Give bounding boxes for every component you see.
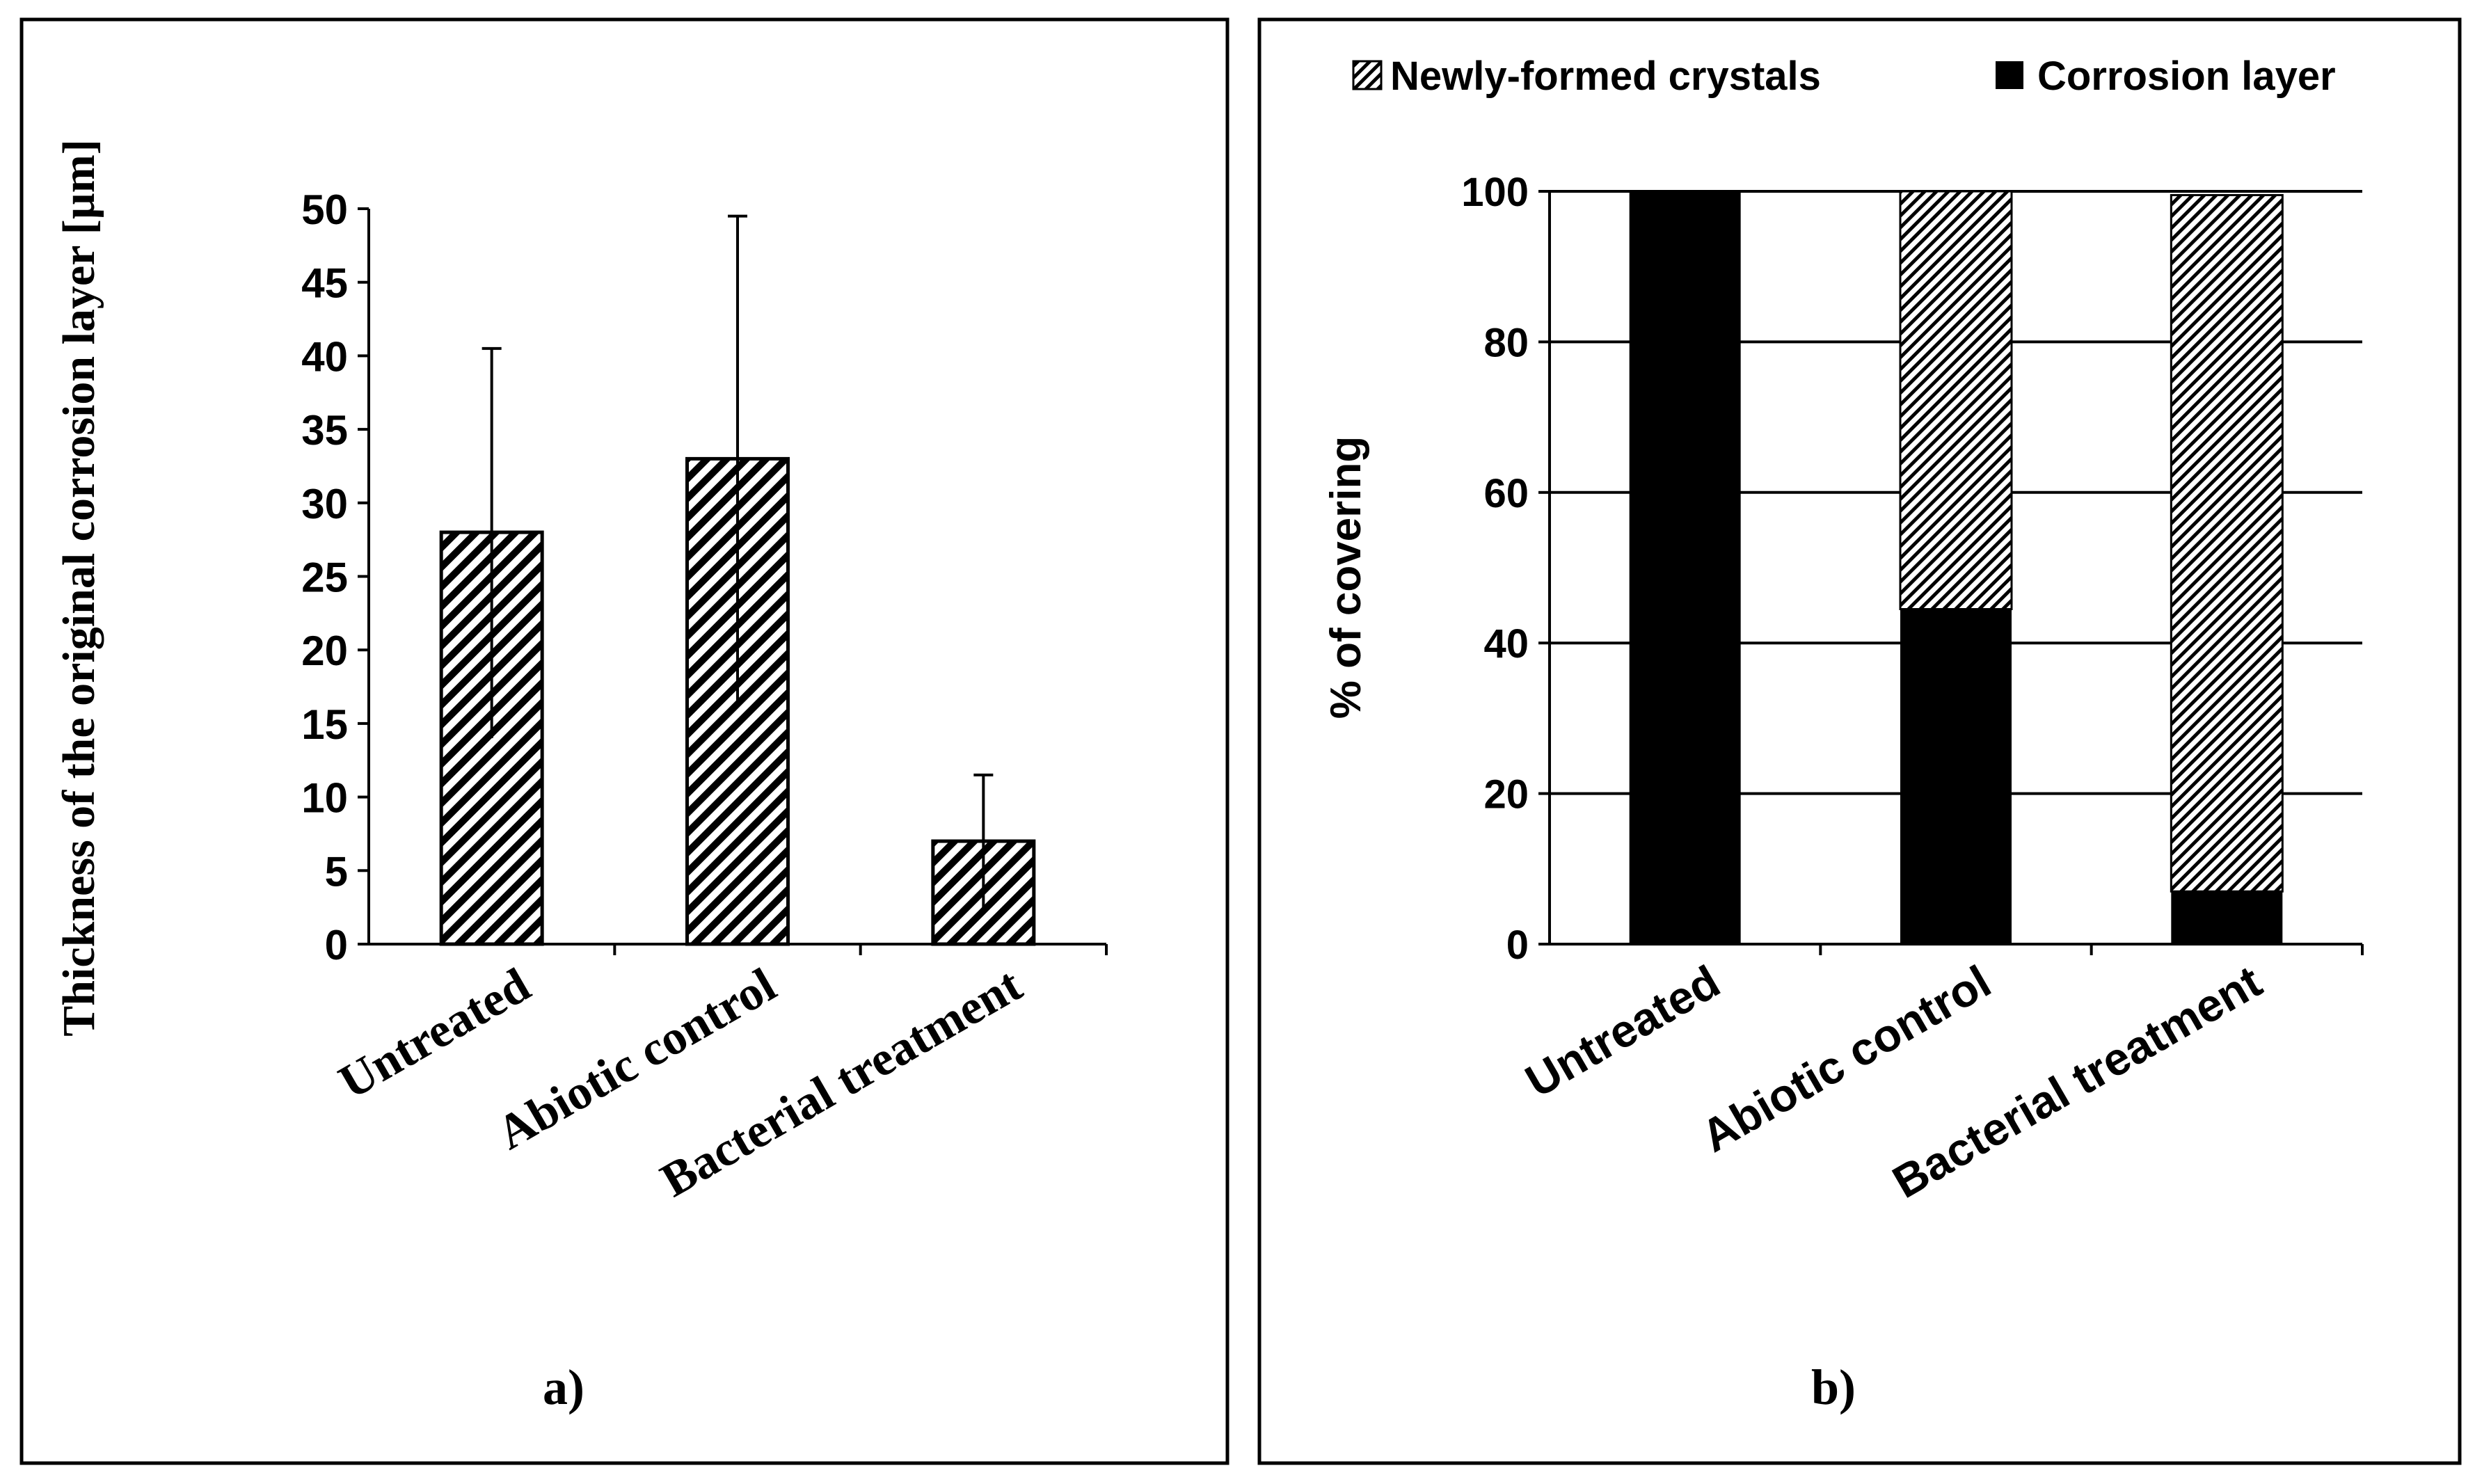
chart-a-y-tick-label: 0 [325,922,348,968]
chart-b-y-tick-label: 20 [1483,772,1529,817]
chart-b: Newly-formed crystals Corrosion layer % … [1322,54,2364,1415]
chart-a-ylabel: Thickness of the original corrosion laye… [54,139,104,1037]
panel-a-frame [19,17,1229,1465]
chart-b-panel-label: b) [1811,1359,1856,1415]
chart-b-y-tick-label: 60 [1483,471,1529,516]
chart-b-y-ticks: 0 20 40 60 80 100 [1461,170,2364,968]
chart-b-legend: Newly-formed crystals Corrosion layer [1352,54,2336,99]
chart-a-y-tick-label: 25 [301,554,348,601]
legend-swatch-corrosion-layer [1996,61,2023,89]
chart-a-y-tick-label: 40 [301,333,348,380]
chart-a-y-tick-label: 35 [301,407,348,454]
chart-b-y-tick-label: 100 [1461,170,1529,215]
chart-a-x-label: Untreated [331,958,539,1110]
chart-a: Thickness of the original corrosion laye… [54,139,1108,1415]
chart-b-y-tick-label: 0 [1506,923,1529,968]
chart-b-ylabel: % of covering [1322,436,1370,719]
chart-a-error-bars [482,214,994,908]
chart-b-bar-2-series-0 [2171,891,2283,944]
chart-a-y-tick-label: 10 [301,775,348,822]
chart-b-bar-1-series-0 [1900,609,2012,944]
chart-b-bars [1629,190,2284,944]
legend-label-corrosion-layer: Corrosion layer [2037,54,2336,99]
chart-a-y-tick-label: 5 [325,848,348,895]
chart-b-y-tick-label: 80 [1483,320,1529,365]
legend-label-newly-formed-crystals: Newly-formed crystals [1390,54,1821,99]
panel-b-frame [1257,17,2462,1465]
chart-a-y-tick-label: 30 [301,481,348,527]
chart-a-y-tick-label: 45 [301,260,348,307]
legend-swatch-newly-formed-crystals [1352,60,1383,90]
chart-b-bar-0-series-0 [1629,191,1741,944]
chart-b-bar-2-series-1 [2170,193,2284,893]
chart-a-panel-label: a) [543,1359,584,1415]
chart-a-y-ticks: 0 5 10 15 20 25 30 35 40 45 50 [301,186,1108,968]
chart-a-y-tick-label: 20 [301,628,348,674]
chart-b-x-label: Untreated [1517,955,1728,1107]
chart-b-bar-1-series-1 [1899,190,2013,611]
chart-a-y-tick-label: 50 [301,186,348,233]
chart-b-y-tick-label: 40 [1483,621,1529,667]
chart-a-y-tick-label: 15 [301,701,348,748]
